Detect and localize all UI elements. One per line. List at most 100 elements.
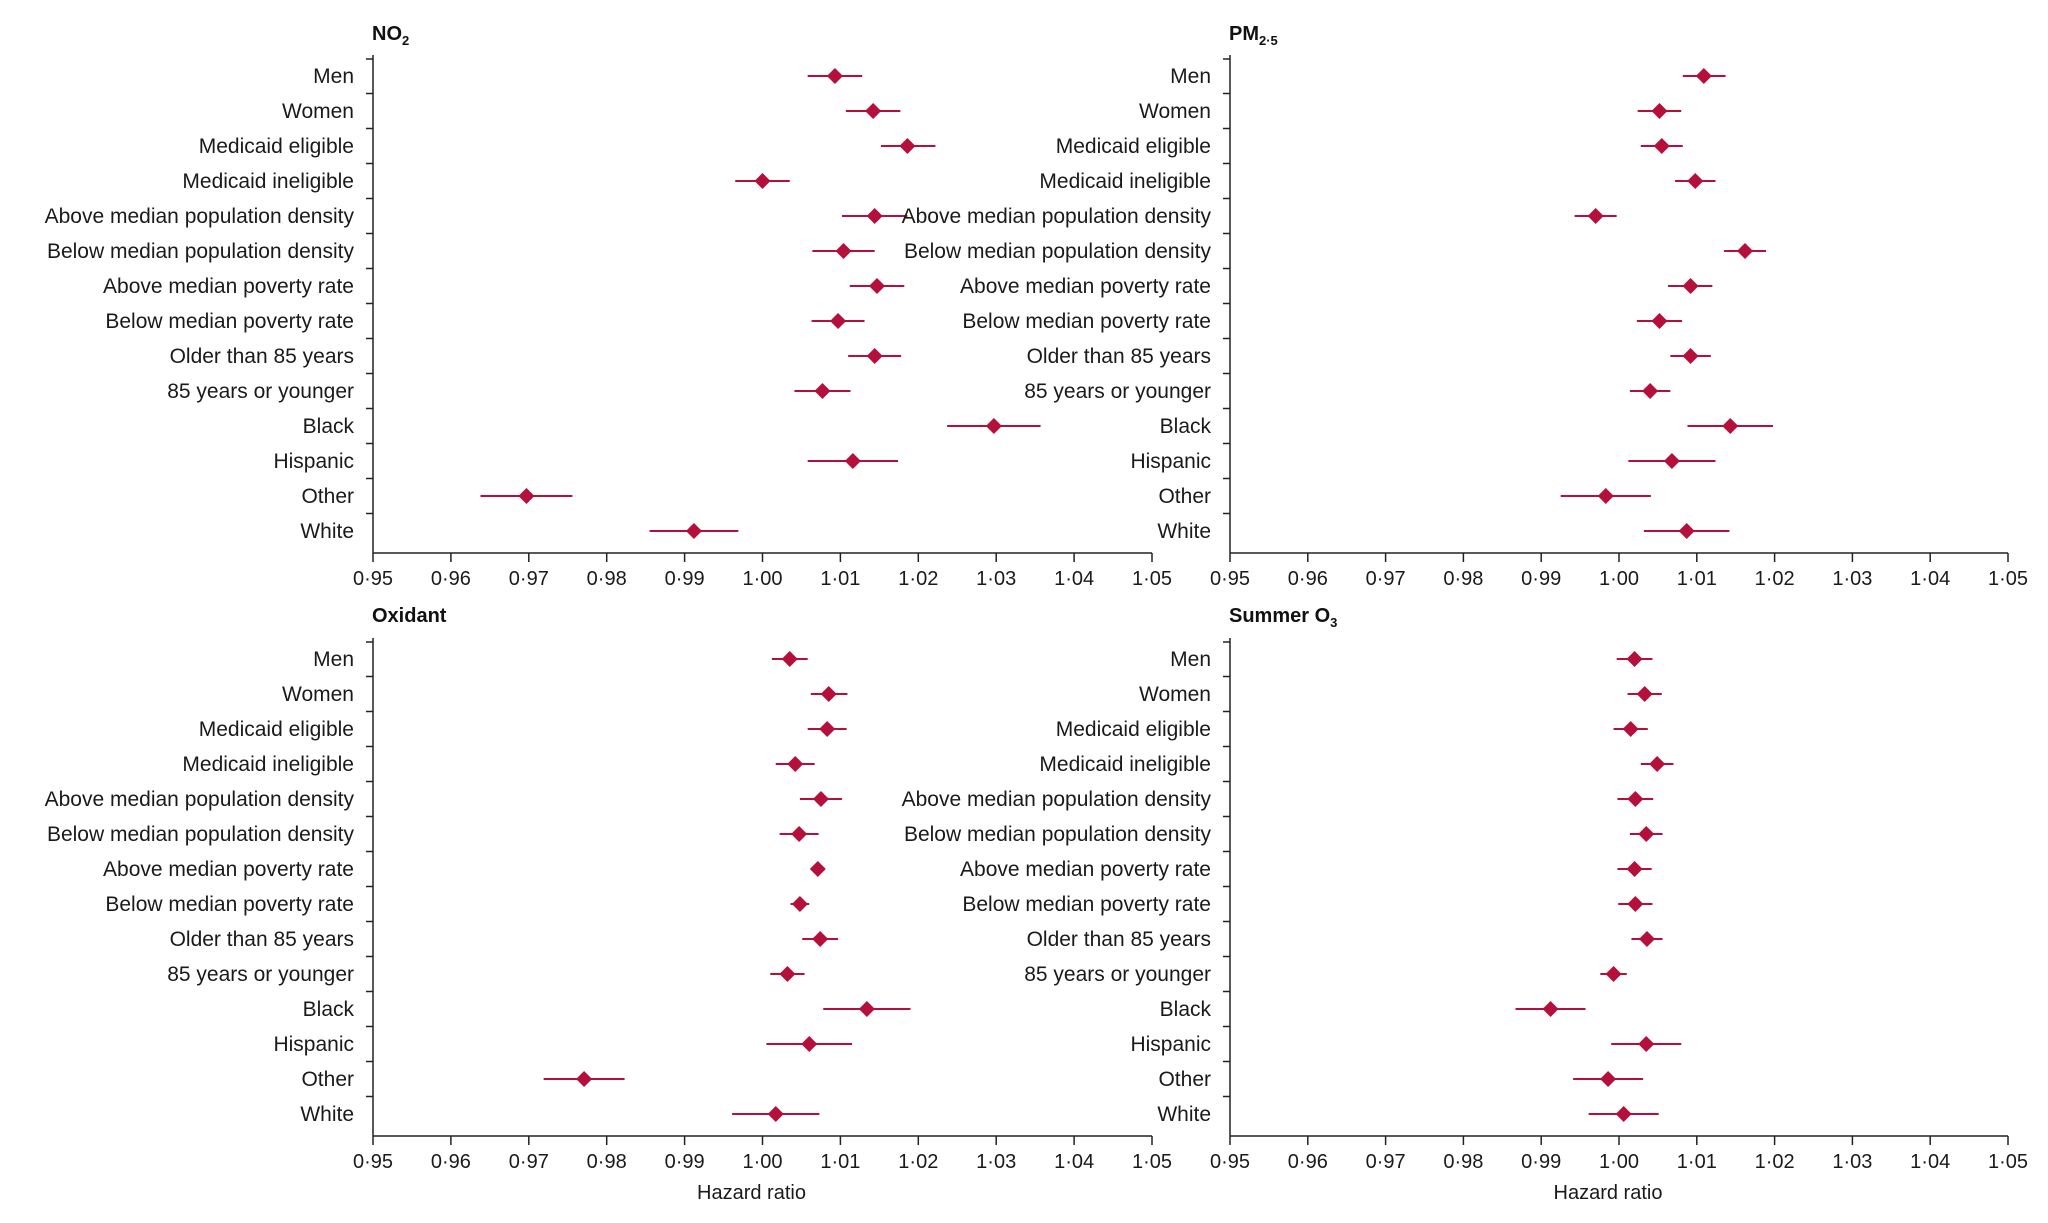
panel-title: Summer O3	[1229, 605, 1337, 630]
point-estimate-marker	[1642, 383, 1659, 399]
panel-title-subscript: 2·5	[1259, 33, 1278, 48]
x-tick-label: 1·03	[1832, 568, 1872, 590]
point-estimate-marker	[781, 651, 798, 667]
panel-title: PM2·5	[1229, 23, 1278, 48]
panel-title: Oxidant	[372, 605, 447, 627]
x-tick-label: 0·98	[1443, 568, 1483, 590]
x-tick-label: 0·98	[587, 568, 627, 590]
point-estimate-marker	[1651, 313, 1668, 329]
x-axis-title: Hazard ratio	[1554, 1182, 1663, 1204]
category-label: Below median poverty rate	[105, 310, 354, 333]
category-label: Medicaid ineligible	[182, 753, 354, 776]
x-tick-label: 1·02	[1755, 568, 1795, 590]
forest-panel-3: Oxidant Men Women Medicaid eligible Medicaid…	[45, 605, 1172, 1204]
category-label: Medicaid eligible	[1056, 718, 1211, 741]
point-estimate-marker	[865, 103, 882, 119]
point-estimate-marker	[985, 418, 1002, 434]
x-tick-label: 0·98	[587, 1151, 627, 1173]
category-label: Black	[303, 998, 355, 1021]
x-tick-label: 0·95	[353, 568, 393, 590]
x-tick-label: 1·02	[898, 1151, 938, 1173]
point-estimate-marker	[576, 1071, 593, 1087]
point-estimate-marker	[869, 278, 886, 294]
x-tick-label: 0·97	[1366, 568, 1406, 590]
category-label: Above median poverty rate	[103, 858, 354, 881]
x-tick-label: 0·97	[1366, 1151, 1406, 1173]
category-label: Medicaid ineligible	[182, 170, 354, 193]
forest-panel-4: Summer O3 Men Women Medicaid eligible Medica…	[902, 605, 2028, 1204]
point-estimate-marker	[899, 138, 916, 154]
category-label: 85 years or younger	[1024, 963, 1211, 986]
point-estimate-marker	[518, 488, 535, 504]
x-tick-label: 0·97	[509, 568, 549, 590]
category-label: 85 years or younger	[1024, 380, 1211, 403]
point-estimate-marker	[685, 523, 702, 539]
category-label: Other	[301, 485, 354, 508]
x-tick-label: 0·95	[353, 1151, 393, 1173]
category-label: White	[300, 520, 354, 543]
category-label: Below median poverty rate	[962, 893, 1211, 916]
category-label: Below median population density	[47, 823, 355, 846]
point-estimate-marker	[1722, 418, 1739, 434]
x-tick-label: 1·00	[1599, 1151, 1639, 1173]
point-estimate-marker	[1639, 931, 1656, 947]
point-estimate-marker	[1626, 861, 1643, 877]
category-label: White	[1157, 520, 1211, 543]
x-tick-label: 1·00	[742, 568, 782, 590]
point-estimate-marker	[1627, 791, 1644, 807]
panel-title-main: Oxidant	[372, 605, 447, 627]
forest-panel-2: PM2·5 Men Women Medicaid eligible Medicaid i…	[902, 23, 2028, 590]
point-estimate-marker	[858, 1001, 875, 1017]
x-tick-label: 1·02	[1755, 1151, 1795, 1173]
x-tick-label: 1·04	[1910, 1151, 1950, 1173]
category-label: Hispanic	[1130, 450, 1211, 473]
category-label: Hispanic	[1130, 1033, 1211, 1056]
x-tick-label: 1·05	[1132, 1151, 1172, 1173]
point-estimate-marker	[835, 243, 852, 259]
category-label: Black	[1160, 998, 1212, 1021]
point-estimate-marker	[1695, 68, 1712, 84]
category-label: Older than 85 years	[1027, 345, 1211, 368]
category-label: Black	[1160, 415, 1212, 438]
x-tick-label: 0·99	[665, 1151, 705, 1173]
category-label: White	[1157, 1103, 1211, 1126]
x-tick-label: 1·01	[1677, 1151, 1717, 1173]
category-label: Women	[282, 100, 354, 123]
point-estimate-marker	[754, 173, 771, 189]
point-estimate-marker	[812, 791, 829, 807]
category-label: Older than 85 years	[170, 928, 354, 951]
x-tick-label: 1·05	[1988, 568, 2028, 590]
panel-title-main: NO	[372, 23, 402, 45]
category-label: Black	[303, 415, 355, 438]
category-label: Hispanic	[273, 1033, 354, 1056]
forest-panel-1: NO2 Men Women Medicaid eligible Medicaid ine…	[45, 23, 1172, 590]
category-label: Above median population density	[45, 788, 355, 811]
point-estimate-marker	[1627, 896, 1644, 912]
panel-title-subscript: 3	[1330, 615, 1337, 630]
category-label: Other	[301, 1068, 354, 1091]
category-label: 85 years or younger	[167, 963, 354, 986]
point-estimate-marker	[1587, 208, 1604, 224]
category-label: Above median population density	[45, 205, 355, 228]
point-estimate-marker	[1638, 1036, 1655, 1052]
x-tick-label: 0·96	[1288, 568, 1328, 590]
x-tick-label: 1·01	[820, 568, 860, 590]
category-label: Medicaid eligible	[1056, 135, 1211, 158]
point-estimate-marker	[801, 1036, 818, 1052]
point-estimate-marker	[1638, 826, 1655, 842]
x-tick-label: 1·05	[1988, 1151, 2028, 1173]
point-estimate-marker	[1622, 721, 1639, 737]
x-tick-label: 1·00	[742, 1151, 782, 1173]
x-tick-label: 0·98	[1443, 1151, 1483, 1173]
category-label: Women	[1139, 100, 1211, 123]
point-estimate-marker	[1542, 1001, 1559, 1017]
point-estimate-marker	[1682, 278, 1699, 294]
category-label: Below median poverty rate	[962, 310, 1211, 333]
category-label: Men	[1170, 648, 1211, 671]
x-tick-label: 1·01	[1677, 568, 1717, 590]
category-label: Men	[313, 648, 354, 671]
category-label: Men	[1170, 65, 1211, 88]
category-label: Women	[1139, 683, 1211, 706]
x-tick-label: 1·00	[1599, 568, 1639, 590]
x-tick-label: 0·99	[1521, 568, 1561, 590]
